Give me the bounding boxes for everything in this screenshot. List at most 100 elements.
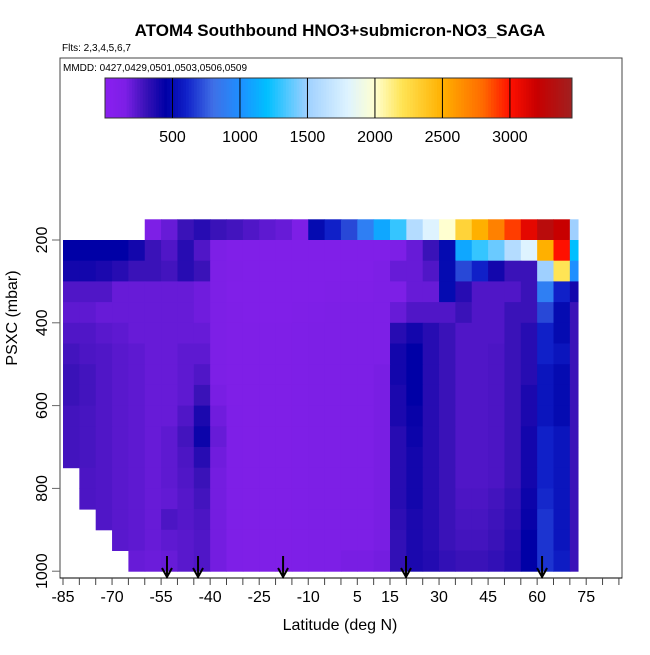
- heatmap-cell: [488, 529, 505, 551]
- heatmap-cell: [79, 260, 97, 282]
- heatmap-cell: [439, 529, 456, 551]
- heatmap-cell: [488, 509, 505, 531]
- heatmap-cell: [291, 364, 309, 386]
- heatmap-cell: [553, 447, 571, 469]
- heatmap-cell: [439, 343, 456, 365]
- colorbar-segment: [374, 78, 379, 118]
- colorbar-segment: [239, 78, 244, 118]
- heatmap-cell: [324, 343, 342, 365]
- heatmap-cell: [373, 343, 391, 365]
- heatmap-cell: [161, 509, 178, 531]
- colorbar-segment: [391, 78, 395, 118]
- heatmap-cell: [226, 322, 244, 344]
- heatmap-cell: [112, 322, 129, 344]
- heatmap-cell: [373, 364, 391, 386]
- heatmap-cell: [537, 219, 554, 241]
- heatmap-cell: [210, 322, 227, 344]
- colorbar-segment: [194, 78, 198, 118]
- heatmap-cell: [373, 509, 391, 531]
- colorbar-segment: [563, 78, 568, 118]
- heatmap-cell: [112, 260, 129, 282]
- heatmap-cell: [161, 364, 178, 386]
- x-tick-label: -70: [100, 589, 123, 606]
- heatmap-cell: [390, 550, 407, 572]
- heatmap-cell: [439, 302, 456, 324]
- colorbar-segment: [148, 78, 152, 118]
- heatmap-cell: [177, 364, 195, 386]
- heatmap-cell: [439, 322, 456, 344]
- heatmap-cell: [488, 302, 505, 324]
- colorbar-segment: [110, 78, 114, 118]
- colorbar-segment: [266, 78, 271, 118]
- colorbar-segment: [185, 78, 190, 118]
- heatmap-cell: [373, 467, 391, 489]
- heatmap-cell: [504, 509, 522, 531]
- heatmap-cell: [177, 260, 195, 282]
- heatmap-cell: [504, 260, 522, 282]
- heatmap-cell: [357, 322, 375, 344]
- heatmap-cell: [553, 426, 571, 448]
- heatmap-cell: [390, 467, 407, 489]
- heatmap-cell: [291, 281, 309, 303]
- colorbar-segment: [169, 78, 173, 118]
- colorbar-tick-label: 2000: [357, 129, 393, 146]
- heatmap-cell: [308, 488, 326, 510]
- heatmap-cell: [79, 426, 97, 448]
- colorbar-segment: [399, 78, 403, 118]
- colorbar-segment: [331, 78, 335, 118]
- x-tick-label: 60: [528, 589, 546, 606]
- colorbar-segment: [464, 78, 468, 118]
- heatmap-cell: [226, 281, 244, 303]
- heatmap-cell: [422, 240, 440, 262]
- heatmap-cell: [259, 260, 277, 282]
- colorbar-segment: [561, 78, 565, 118]
- heatmap-cell: [226, 364, 244, 386]
- heatmap-cell: [210, 426, 227, 448]
- colorbar-segment: [472, 78, 476, 118]
- heatmap-cell: [161, 240, 178, 262]
- colorbar-segment: [393, 78, 398, 118]
- heatmap-cell: [569, 426, 579, 448]
- heatmap-cell: [128, 529, 146, 551]
- heatmap-cell: [259, 364, 277, 386]
- heatmap-cell: [193, 219, 211, 241]
- heatmap-cell: [504, 364, 522, 386]
- heatmap-cell: [520, 426, 538, 448]
- heatmap-cell: [242, 302, 260, 324]
- heatmap-cell: [144, 488, 162, 510]
- heatmap-cell: [112, 405, 129, 427]
- heatmap-cell: [226, 343, 244, 365]
- heatmap-cell: [439, 281, 456, 303]
- heatmap-cell: [161, 426, 178, 448]
- heatmap-cell: [112, 384, 129, 407]
- heatmap-cell: [504, 322, 522, 344]
- heatmap-cell: [226, 405, 244, 427]
- heatmap-cell: [569, 529, 579, 551]
- colorbar-segment: [113, 78, 117, 118]
- heatmap-cell: [340, 426, 358, 448]
- heatmap-cell: [177, 405, 195, 427]
- heatmap-cell: [95, 447, 113, 469]
- heatmap-cell: [488, 281, 505, 303]
- heatmap-cell: [471, 343, 489, 365]
- heatmap-cell: [242, 488, 260, 510]
- colorbar-tick-label: 1000: [222, 129, 258, 146]
- heatmap-cell: [373, 405, 391, 427]
- heatmap-cell: [520, 302, 538, 324]
- heatmap-cell: [177, 384, 195, 407]
- colorbar-segment: [569, 78, 573, 118]
- heatmap-cell: [471, 260, 489, 282]
- colorbar-segment: [431, 78, 435, 118]
- heatmap-cell: [193, 343, 211, 365]
- heatmap-cell: [520, 509, 538, 531]
- heatmap-cell: [504, 405, 522, 427]
- heatmap-cell: [79, 467, 97, 489]
- heatmap-cell: [455, 384, 473, 407]
- heatmap-cell: [112, 488, 129, 510]
- heatmap-cell: [422, 405, 440, 427]
- heatmap-cell: [79, 364, 97, 386]
- colorbar-segment: [418, 78, 422, 118]
- heatmap-cell: [340, 219, 358, 241]
- heatmap-cell: [439, 509, 456, 531]
- heatmap-cell: [390, 260, 407, 282]
